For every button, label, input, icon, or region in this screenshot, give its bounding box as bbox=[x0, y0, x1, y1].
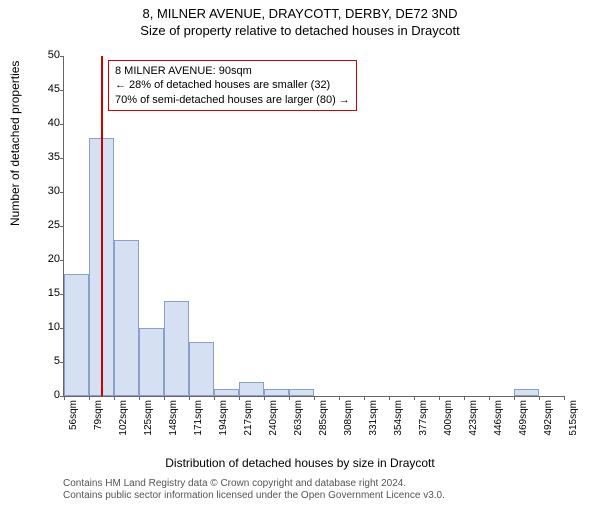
x-tick-mark bbox=[214, 396, 215, 400]
y-tick-label: 15 bbox=[34, 287, 60, 299]
y-tick-label: 25 bbox=[34, 219, 60, 231]
histogram-bar bbox=[214, 389, 239, 396]
x-tick-mark bbox=[364, 396, 365, 400]
histogram-bar bbox=[164, 301, 189, 396]
plot-area: 0510152025303540455056sqm79sqm102sqm125s… bbox=[63, 56, 564, 397]
chart-title-main: 8, MILNER AVENUE, DRAYCOTT, DERBY, DE72 … bbox=[0, 6, 600, 21]
y-tick-label: 5 bbox=[34, 355, 60, 367]
y-tick-mark bbox=[60, 124, 64, 125]
y-tick-mark bbox=[60, 192, 64, 193]
y-tick-label: 35 bbox=[34, 151, 60, 163]
x-tick-mark bbox=[189, 396, 190, 400]
histogram-bar bbox=[139, 328, 164, 396]
annotation-line: 70% of semi-detached houses are larger (… bbox=[115, 93, 350, 107]
x-tick-mark bbox=[114, 396, 115, 400]
y-tick-mark bbox=[60, 260, 64, 261]
y-tick-label: 45 bbox=[34, 83, 60, 95]
y-tick-label: 40 bbox=[34, 117, 60, 129]
x-tick-mark bbox=[564, 396, 565, 400]
x-tick-mark bbox=[139, 396, 140, 400]
chart-title-sub: Size of property relative to detached ho… bbox=[0, 23, 600, 38]
histogram-bar bbox=[64, 274, 89, 396]
histogram-bar bbox=[189, 342, 214, 396]
histogram-bar bbox=[514, 389, 539, 396]
histogram-bar bbox=[264, 389, 289, 396]
x-tick-mark bbox=[314, 396, 315, 400]
y-tick-mark bbox=[60, 158, 64, 159]
x-tick-mark bbox=[414, 396, 415, 400]
y-tick-label: 10 bbox=[34, 321, 60, 333]
x-tick-mark bbox=[439, 396, 440, 400]
footer-attribution: Contains HM Land Registry data © Crown c… bbox=[63, 478, 445, 502]
y-tick-mark bbox=[60, 226, 64, 227]
x-tick-mark bbox=[339, 396, 340, 400]
y-tick-label: 20 bbox=[34, 253, 60, 265]
x-tick-mark bbox=[514, 396, 515, 400]
marker-line bbox=[101, 56, 103, 396]
footer-line-2: Contains public sector information licen… bbox=[63, 490, 445, 502]
x-tick-mark bbox=[289, 396, 290, 400]
annotation-line: ← 28% of detached houses are smaller (32… bbox=[115, 78, 350, 92]
x-tick-mark bbox=[389, 396, 390, 400]
y-tick-mark bbox=[60, 90, 64, 91]
x-tick-mark bbox=[539, 396, 540, 400]
x-tick-mark bbox=[89, 396, 90, 400]
y-tick-label: 50 bbox=[34, 49, 60, 61]
x-tick-mark bbox=[264, 396, 265, 400]
y-tick-mark bbox=[60, 56, 64, 57]
y-tick-label: 30 bbox=[34, 185, 60, 197]
annotation-line: 8 MILNER AVENUE: 90sqm bbox=[115, 64, 350, 78]
y-tick-label: 0 bbox=[34, 389, 60, 401]
annotation-box: 8 MILNER AVENUE: 90sqm← 28% of detached … bbox=[108, 60, 357, 111]
chart-container: 8, MILNER AVENUE, DRAYCOTT, DERBY, DE72 … bbox=[0, 6, 600, 506]
histogram-bar bbox=[114, 240, 139, 396]
x-axis-label: Distribution of detached houses by size … bbox=[0, 456, 600, 470]
x-tick-mark bbox=[489, 396, 490, 400]
x-tick-mark bbox=[239, 396, 240, 400]
x-tick-mark bbox=[64, 396, 65, 400]
footer-line-1: Contains HM Land Registry data © Crown c… bbox=[63, 478, 445, 490]
histogram-bar bbox=[289, 389, 314, 396]
histogram-bar bbox=[239, 382, 264, 396]
x-tick-mark bbox=[164, 396, 165, 400]
x-tick-mark bbox=[464, 396, 465, 400]
y-axis-label: Number of detached properties bbox=[8, 61, 22, 226]
